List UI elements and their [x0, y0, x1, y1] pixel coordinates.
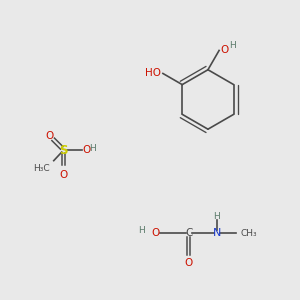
Text: H₃C: H₃C	[33, 164, 50, 173]
Text: H: H	[89, 144, 96, 153]
Text: CH₃: CH₃	[241, 229, 257, 238]
Text: S: S	[60, 143, 68, 157]
Text: HO: HO	[146, 68, 161, 78]
Text: O: O	[82, 145, 91, 155]
Text: O: O	[46, 131, 54, 141]
Text: C: C	[185, 228, 192, 238]
Text: O: O	[220, 45, 228, 56]
Text: H: H	[138, 226, 145, 235]
Text: O: O	[152, 228, 160, 238]
Text: H: H	[229, 40, 236, 50]
Text: N: N	[213, 228, 221, 238]
Text: O: O	[185, 259, 193, 269]
Text: H: H	[214, 212, 220, 221]
Text: O: O	[60, 170, 68, 180]
